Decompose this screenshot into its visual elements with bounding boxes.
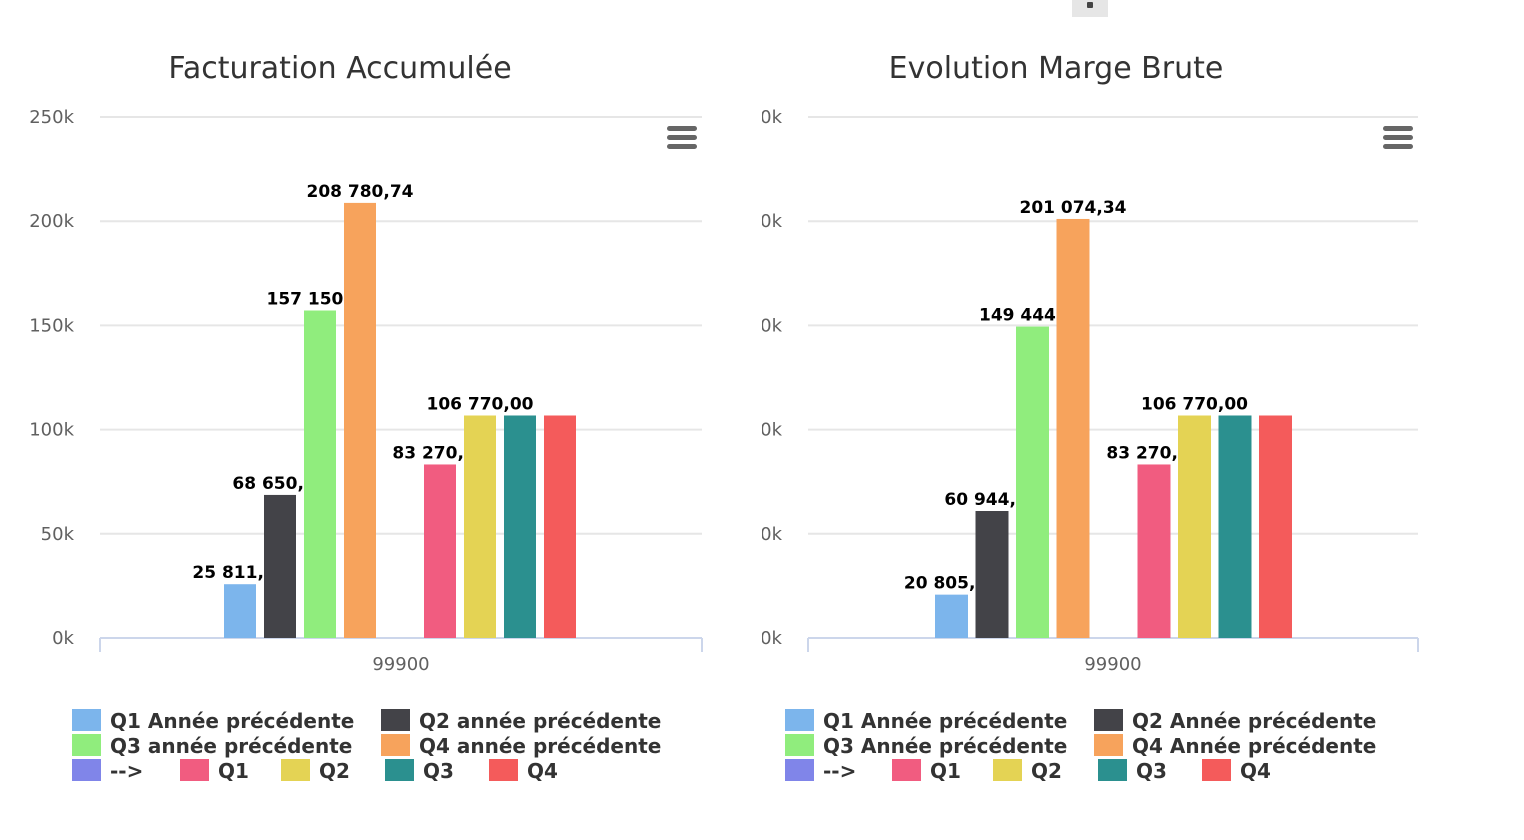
chart-title: Evolution Marge Brute: [889, 51, 1224, 86]
legend-label: Q3: [423, 759, 454, 783]
legend-label: Q2 année précédente: [419, 709, 661, 733]
legend-item-q1[interactable]: Q1: [892, 759, 961, 783]
legend-item-arrow[interactable]: -->: [785, 759, 856, 783]
legend-item-q2[interactable]: Q2: [993, 759, 1062, 783]
legend-swatch: [72, 709, 101, 731]
legend-item-q4-annee-precedente[interactable]: Q4 Année précédente: [1094, 734, 1376, 758]
chart-menu-icon[interactable]: [667, 126, 697, 149]
legend-label: Q2: [1031, 759, 1062, 783]
y-tick-label: 0k: [762, 628, 783, 649]
legend-swatch: [785, 759, 814, 781]
legend-label: Q4 Année précédente: [1132, 734, 1376, 758]
legend-swatch: [72, 734, 101, 756]
legend-swatch: [180, 759, 209, 781]
x-tick-label: 99900: [1084, 654, 1141, 675]
legend-label: Q4 année précédente: [419, 734, 661, 758]
legend-swatch: [1094, 734, 1123, 756]
chart-title: Facturation Accumulée: [168, 51, 511, 86]
legend-swatch: [785, 734, 814, 756]
legend-item-q1-annee-precedente[interactable]: Q1 Année précédente: [72, 709, 354, 733]
legend-item-q3-annee-precedente[interactable]: Q3 année précédente: [72, 734, 352, 758]
legend-label: Q3 année précédente: [110, 734, 352, 758]
legend-label: Q1: [930, 759, 961, 783]
legend-item-q2[interactable]: Q2: [281, 759, 350, 783]
legend-item-q3[interactable]: Q3: [1098, 759, 1167, 783]
data-label: 208 780,74: [306, 182, 413, 202]
legend-swatch: [1094, 709, 1123, 731]
bar-q1-annee-precedente[interactable]: [224, 584, 256, 638]
bar-q1-annee-precedente[interactable]: [935, 594, 968, 638]
bar-q4-annee-precedente[interactable]: [344, 202, 376, 638]
y-tick-label: 200k: [29, 211, 74, 232]
legend-label: Q3 Année précédente: [823, 734, 1067, 758]
legend-swatch: [381, 734, 410, 756]
legend-swatch: [385, 759, 414, 781]
y-tick-label: 0k: [52, 628, 74, 649]
data-label: 106 770,00: [426, 394, 533, 414]
legend-item-q3[interactable]: Q3: [385, 759, 454, 783]
y-tick-label: 100k: [29, 420, 74, 441]
legend-label: Q4: [1240, 759, 1271, 783]
legend-label: -->: [110, 759, 143, 783]
y-tick-label: 50k: [762, 524, 783, 545]
chart-facturation-accumulee: Facturation Accumulée 0k 50k 100k 150k 200k 25…: [29, 51, 703, 783]
legend-item-q3-annee-precedente[interactable]: Q3 Année précédente: [785, 734, 1067, 758]
legend-item-q1[interactable]: Q1: [180, 759, 249, 783]
tab-handle-icon: [1087, 2, 1093, 8]
legend-label: Q2 Année précédente: [1132, 709, 1376, 733]
legend-label: Q1 Année précédente: [110, 709, 354, 733]
chart-evolution-marge-brute: Evolution Marge Brute 0k 50k 100k 150k 200k 25…: [762, 51, 1419, 783]
y-tick-label: 100k: [762, 420, 783, 441]
bar-q2-annee-precedente[interactable]: [264, 494, 296, 638]
legend-swatch: [1098, 759, 1127, 781]
legend-item-q2-annee-precedente[interactable]: Q2 année précédente: [381, 709, 661, 733]
bar-q3-annee-precedente[interactable]: [1016, 326, 1049, 638]
bar-q3[interactable]: [504, 415, 536, 638]
bar-q4[interactable]: [1259, 415, 1292, 638]
bar-q3-annee-precedente[interactable]: [304, 310, 336, 638]
data-label: 201 074,34: [1019, 198, 1126, 218]
bar-q4-annee-precedente[interactable]: [1056, 218, 1090, 639]
bar-q1[interactable]: [424, 464, 456, 638]
legend-swatch: [489, 759, 518, 781]
legend-label: -->: [823, 759, 856, 783]
y-tick-label: 200k: [762, 211, 783, 232]
top-collapse-tab[interactable]: [1072, 0, 1108, 17]
legend-item-q1-annee-precedente[interactable]: Q1 Année précédente: [785, 709, 1067, 733]
legend-item-q4[interactable]: Q4: [1202, 759, 1271, 783]
legend-item-q2-annee-precedente[interactable]: Q2 Année précédente: [1094, 709, 1376, 733]
y-tick-label: 250k: [29, 107, 74, 128]
legend-swatch: [72, 759, 101, 781]
bar-q1[interactable]: [1137, 464, 1171, 638]
bar-q2[interactable]: [1178, 415, 1211, 638]
legend-label: Q2: [319, 759, 350, 783]
legend-swatch: [892, 759, 921, 781]
y-tick-label: 50k: [41, 524, 75, 545]
bar-q4[interactable]: [544, 415, 576, 638]
y-tick-label: 250k: [762, 107, 783, 128]
legend-label: Q1 Année précédente: [823, 709, 1067, 733]
y-tick-label: 150k: [29, 315, 74, 336]
legend-item-q4[interactable]: Q4: [489, 759, 558, 783]
legend-swatch: [1202, 759, 1231, 781]
bar-q2-annee-precedente[interactable]: [975, 510, 1009, 638]
legend-label: Q4: [527, 759, 558, 783]
y-tick-label: 150k: [762, 315, 783, 336]
legend-swatch: [381, 709, 410, 731]
legend-item-arrow[interactable]: -->: [72, 759, 143, 783]
legend-swatch: [993, 759, 1022, 781]
legend-label: Q3: [1136, 759, 1167, 783]
bar-q2[interactable]: [464, 415, 496, 638]
data-label: 106 770,00: [1141, 394, 1248, 414]
legend-item-q4-annee-precedente[interactable]: Q4 année précédente: [381, 734, 661, 758]
x-tick-label: 99900: [372, 654, 429, 675]
bar-q3[interactable]: [1218, 415, 1252, 638]
legend-label: Q1: [218, 759, 249, 783]
legend-swatch: [281, 759, 310, 781]
chart-menu-icon[interactable]: [1383, 126, 1413, 149]
legend-swatch: [785, 709, 814, 731]
